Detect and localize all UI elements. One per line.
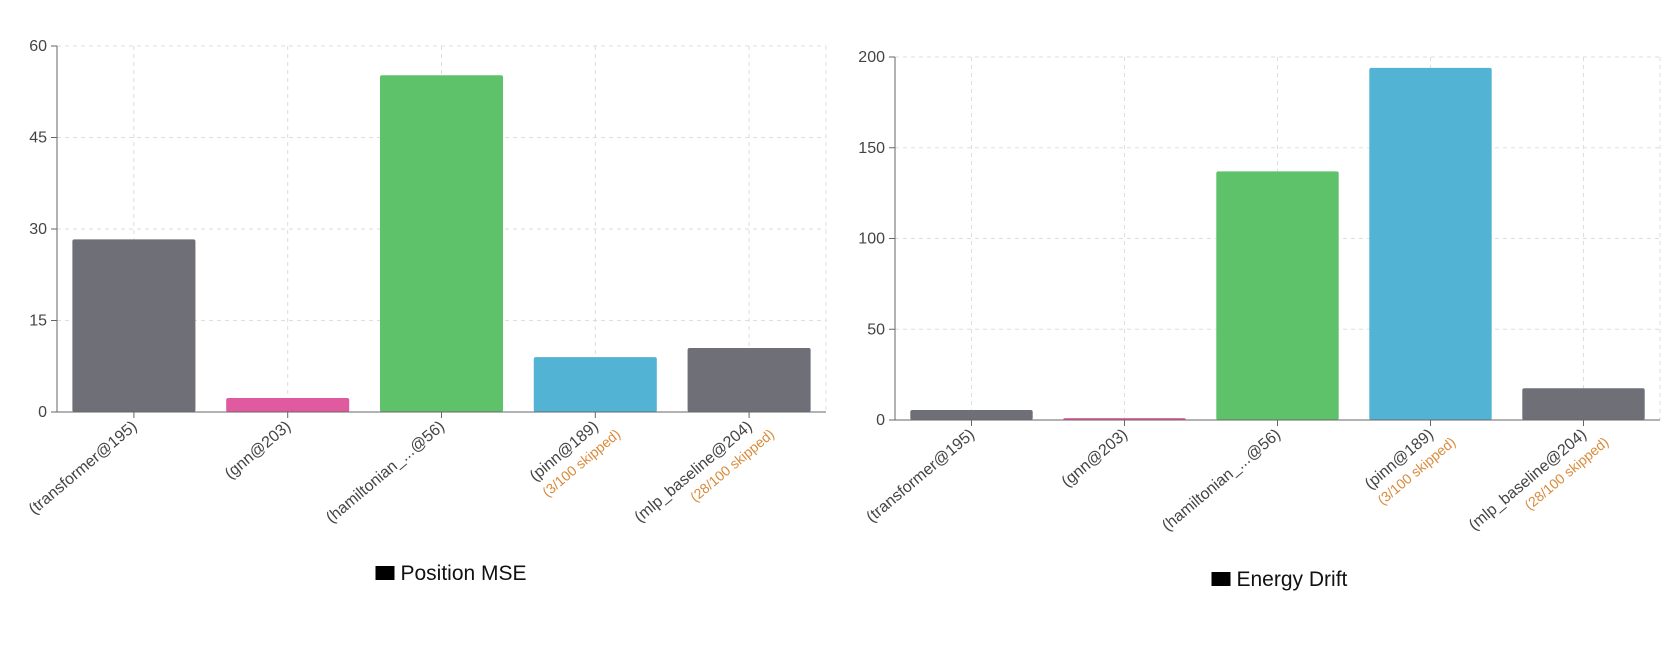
x-tick-label: (transformer@195) [863, 426, 978, 526]
x-tick-group: (pinn@189)(3/100 skipped) [1362, 426, 1459, 508]
legend-swatch [1211, 572, 1231, 586]
y-tick-label: 0 [38, 404, 47, 421]
bar-2[interactable] [226, 397, 350, 412]
legend-label: Position MSE [401, 562, 527, 585]
bar-4[interactable] [533, 357, 657, 412]
x-tick-group: (hamiltonian_...@56) [1159, 426, 1284, 535]
energy-drift-chart: 0 50 100 150 200 (transformer@195) (gnn@203) (h… [858, 49, 1661, 591]
y-tick-label: 15 [29, 313, 47, 330]
y-tick-label: 200 [858, 49, 885, 66]
bar-1[interactable] [910, 410, 1033, 420]
x-tick-group: (pinn@189)(3/100 skipped) [527, 418, 624, 500]
bar-3[interactable] [1216, 171, 1339, 420]
y-tick-label: 30 [29, 221, 47, 238]
position-mse-chart: 0 15 30 45 60 (transformer@195) (gnn@203) (hami… [26, 38, 827, 585]
bar-5[interactable] [687, 347, 811, 412]
x-tick-label: (mlp_baseline@204) [1466, 426, 1590, 534]
y-tick-label: 0 [876, 412, 885, 429]
bar-4[interactable] [1369, 67, 1492, 420]
bar-3[interactable] [379, 75, 504, 412]
x-tick-label: (hamiltonian_...@56) [1159, 426, 1284, 535]
y-tick-label: 50 [867, 321, 885, 338]
x-tick-label: (gnn@203) [1059, 426, 1131, 491]
y-tick-label: 100 [858, 231, 885, 248]
x-tick-label: (hamiltonian_...@56) [323, 418, 448, 527]
x-tick-group: (transformer@195) [863, 426, 978, 526]
legend-label: Energy Drift [1237, 568, 1348, 591]
y-tick-label: 45 [29, 130, 47, 147]
bar-5[interactable] [1522, 388, 1645, 420]
y-tick-label: 150 [858, 140, 885, 157]
legend-swatch [375, 566, 395, 580]
x-tick-label: (gnn@203) [222, 418, 294, 483]
x-tick-group: (transformer@195) [26, 418, 141, 518]
x-tick-label: (transformer@195) [26, 418, 141, 518]
x-tick-label: (mlp_baseline@204) [631, 418, 755, 526]
x-tick-group: (gnn@203) [1059, 426, 1131, 491]
x-tick-group: (gnn@203) [222, 418, 294, 483]
y-tick-label: 60 [29, 38, 47, 55]
x-tick-group: (mlp_baseline@204)(28/100 skipped) [1466, 426, 1612, 534]
x-tick-group: (mlp_baseline@204)(28/100 skipped) [631, 418, 777, 526]
x-tick-group: (hamiltonian_...@56) [323, 418, 448, 527]
bar-1[interactable] [72, 239, 196, 412]
